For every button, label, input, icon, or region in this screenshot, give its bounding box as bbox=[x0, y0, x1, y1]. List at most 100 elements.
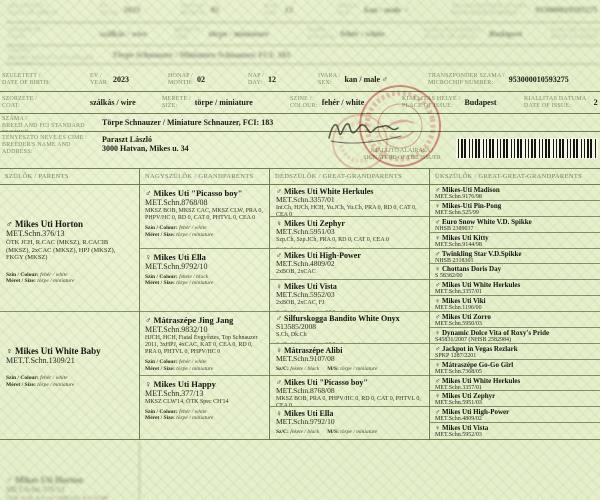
pedigree-column-1: ♂ Mikes Uti "Picasso boy" MET.Schn.8768/0… bbox=[140, 185, 270, 439]
label-hu: HÓNAP / bbox=[168, 72, 194, 79]
dog-titles: Szp.Ch, Szp.JCh, PRA 0, RD 0, CAT 0, CEA… bbox=[276, 236, 389, 243]
label-hu: ÉV / bbox=[90, 72, 102, 79]
label-hu: IVARA / bbox=[318, 72, 341, 79]
size-value: törpe / miniature bbox=[194, 98, 253, 107]
dog-name: ♂ Mikes Uti White Herkules bbox=[435, 281, 521, 290]
colour-value: fehér / white bbox=[40, 375, 68, 381]
colour-value: fehér / white bbox=[40, 271, 68, 278]
signature-strokes bbox=[328, 123, 402, 144]
microchip-value: 953000010593275 bbox=[508, 75, 569, 84]
label-en: PLACE OF ISSUE: bbox=[402, 102, 454, 109]
colour-value: fekete-ezüst / black-silver bbox=[290, 279, 346, 280]
size-label: Méret / Size: bbox=[6, 381, 36, 388]
day-value: 12 bbox=[267, 75, 276, 84]
dog-registration: MET.Schn.3357/01 bbox=[435, 384, 482, 391]
dog-registration: MET.Schn.5952/03 bbox=[435, 432, 482, 439]
ghost-top-bleedthrough: SZÜLETETT / DATE OF BIRTH: ÉV / YEAR: 202… bbox=[0, 0, 600, 67]
male-icon: ♂ bbox=[145, 188, 152, 198]
dog-registration: MET.Schn.5951/03 bbox=[435, 400, 482, 407]
year-value: 2023 bbox=[113, 75, 129, 84]
dog-registration: NHSB 2318301 bbox=[435, 257, 474, 264]
dog-name: ♀ Mikes Uti Zephyr bbox=[276, 218, 345, 228]
colour-label: Sz/C: bbox=[276, 310, 289, 311]
label-en: MONTH: bbox=[168, 79, 193, 86]
colour-size-line: Sz/C: fehér / white M/S: törpe / miniatur… bbox=[276, 247, 425, 248]
pedigree-entry: ♂ Mikes Uti White Herkules MET.Schn.3357/… bbox=[430, 280, 600, 297]
label-en: MICROCHIP NUMBER: bbox=[428, 79, 494, 86]
dog-name: ♀ Mikes Uti Happy bbox=[145, 378, 216, 389]
dog-registration: MET.T.Schn.1309/21 bbox=[6, 356, 75, 365]
dog-name: ♂ Mikes Uti White Herkules bbox=[276, 187, 374, 196]
size-label: Méret / Size: bbox=[145, 365, 175, 372]
dog-titles: MKSZ CLW'14, ÖTK Spec CH'14 bbox=[145, 398, 229, 405]
size-line: Méret / Size: törpe / miniature bbox=[145, 415, 265, 422]
colour-label: Szín / Colour: bbox=[145, 225, 178, 231]
signature-caption: KIÁLLÍTÓ ALÁÍRÁSA / SIGNATURE OF THE ISS… bbox=[338, 148, 466, 162]
pedigree-column-3: ♂ Mikes-Uti Madison MET.Schn.9176/98 ♀ Mik… bbox=[430, 185, 600, 439]
field-date-of-birth: SZÜLETETT / DATE OF BIRTH: bbox=[2, 73, 90, 87]
dog-name: ♀ Mátraszépe Go-Go Girl bbox=[435, 360, 514, 369]
coat-value: szálkás / wire bbox=[90, 98, 136, 107]
field-day: NAP / DAY: 12 bbox=[248, 73, 318, 87]
colour-label: Sz/C: bbox=[276, 429, 289, 436]
issuer-signature bbox=[326, 116, 406, 146]
pedigree-entry: ♀ Mikes Uti Kitty MET.Schn.9144/98 bbox=[430, 233, 600, 249]
dog-colour-size: Sz/C: fekete / black M/S: törpe / miniatu… bbox=[276, 366, 425, 373]
label-hu: TENYÉSZTŐ NEVE ÉS CÍME / bbox=[2, 135, 88, 141]
pedigree-entry: ♂ Mikes Uti "Picasso boy" MET.Schn.8768/0… bbox=[270, 376, 429, 408]
colour-value: fehér / white bbox=[290, 342, 318, 343]
dog-name: ♂ Mikes Uti High-Power bbox=[435, 408, 510, 417]
place-of-issue-value: Budapest bbox=[464, 98, 497, 107]
label-hu: TRANSZPONDER SZÁMA / bbox=[428, 72, 505, 79]
label-en: DATE OF BIRTH: bbox=[2, 79, 51, 86]
size-label: Méret / Size: bbox=[145, 415, 175, 421]
field-coat: SZŐRZETE / COAT: szálkás / wire bbox=[2, 96, 162, 110]
pedigree-entry: ♀ Mikes Uti Happy MET.Schn.377/13 MKSZ CLW… bbox=[140, 376, 269, 440]
colour-line: Szín / Colour: fehér / white bbox=[6, 272, 133, 279]
pedigree-header-row: SZÜLŐK / PARENTS NAGYSZÜLŐK / GRANDPAREN… bbox=[0, 168, 600, 185]
dog-registration: MET.Schn.9144/98 bbox=[435, 241, 482, 248]
size-label: M/S: bbox=[327, 365, 339, 372]
dog-registration: MET.Schn.377/13 bbox=[145, 388, 204, 398]
size-line: Méret / Size: törpe / miniature bbox=[145, 280, 265, 287]
colour-value: fehér / white bbox=[179, 359, 207, 365]
ghost-bottom-bleedthrough: ♂ Mikes Uti Horton MET.Schn.376/13 ÖTK JCH… bbox=[0, 441, 600, 500]
size-label: M/S: bbox=[327, 429, 339, 436]
dog-registration: MET.Schn.9176/98 bbox=[435, 194, 482, 200]
female-icon: ♀ bbox=[276, 282, 282, 292]
dog-registration: MET.Schn.7368/05 bbox=[435, 368, 482, 375]
dog-registration: SPKP 1287/2201 bbox=[435, 352, 477, 359]
colour-value: fehér / white bbox=[290, 310, 318, 311]
breeder-name: Paraszt László bbox=[102, 135, 152, 144]
label-en: SIGNATURE OF THE ISSUER bbox=[363, 155, 441, 161]
colour-value: fehér / white bbox=[290, 247, 318, 248]
dog-name: ♂ Silfurskogga Bandito White Onyx bbox=[276, 314, 400, 323]
size-value: törpe / miniature bbox=[339, 342, 376, 343]
colour-value: fehér / white bbox=[179, 408, 207, 415]
dog-colour-size: Szín / Colour: fehér / white Méret / Size… bbox=[145, 225, 265, 238]
female-icon: ♀ bbox=[145, 251, 152, 262]
dog-registration: MET.Schn.9107/08 bbox=[276, 353, 335, 363]
dog-colour-size: Szín / Colour: fehér / white Méret / Size… bbox=[145, 409, 265, 422]
label-en: DATE OF ISSUE: bbox=[524, 102, 572, 109]
female-icon: ♀ bbox=[145, 378, 152, 389]
size-label: M/S: bbox=[326, 310, 338, 311]
pedigree-entry: ♀ Mátraszépe Go-Go Girl MET.Schn.7368/05 bbox=[430, 360, 600, 376]
dog-registration: MET.Schn.8768/08 bbox=[276, 385, 335, 395]
dog-name: ♀ Mikes-Uti Pin-Pong bbox=[435, 201, 502, 210]
colour-line: Szín / Colour: fehér / white bbox=[145, 359, 265, 366]
column-title-great-great-grandparents: ÜKSZÜLŐK / GREAT-GREAT-GRANDPARENTS bbox=[435, 173, 583, 180]
size-line: Méret / Size: törpe / miniature bbox=[145, 232, 265, 239]
dog-registration: MET.Schn.525/99 bbox=[435, 209, 479, 216]
header-row-birth: SZÜLETETT / DATE OF BIRTH: ÉV / YEAR: 202… bbox=[0, 68, 600, 92]
label-hu: NAP / bbox=[248, 72, 264, 79]
colour-value: fekete / black bbox=[290, 365, 320, 372]
column-title-great-grandparents: DÉDSZÜLŐK / GREAT-GRANDPARENTS bbox=[270, 169, 430, 184]
male-icon: ♂ bbox=[435, 376, 441, 385]
pedigree-entry: ♂ Mikes Uti Horton MET.Schn.376/13 ÖTK JCH… bbox=[0, 185, 139, 312]
pedigree-entry: ♂ Mikes Uti White Herkules MET.Schn.3357/… bbox=[270, 185, 429, 217]
dog-registration: MET.Schn.9832/10 bbox=[145, 325, 208, 334]
label-hu: MÉRETE / bbox=[162, 95, 191, 102]
dog-name: ♀ Dynamic Dolce Vita of Roxy's Pride bbox=[435, 328, 550, 337]
